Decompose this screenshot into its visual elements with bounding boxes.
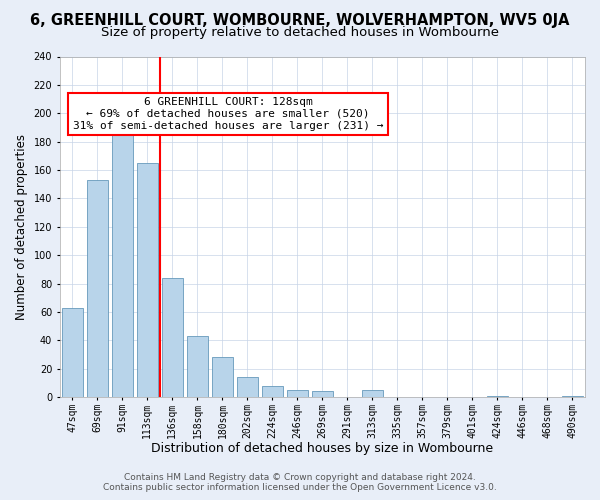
- Bar: [187, 336, 208, 397]
- Bar: [237, 377, 258, 397]
- Bar: [62, 308, 83, 397]
- Bar: [362, 390, 383, 397]
- Bar: [287, 390, 308, 397]
- Y-axis label: Number of detached properties: Number of detached properties: [15, 134, 28, 320]
- Text: Size of property relative to detached houses in Wombourne: Size of property relative to detached ho…: [101, 26, 499, 39]
- X-axis label: Distribution of detached houses by size in Wombourne: Distribution of detached houses by size …: [151, 442, 493, 455]
- Bar: [312, 392, 333, 397]
- Bar: [562, 396, 583, 397]
- Bar: [112, 124, 133, 397]
- Text: 6, GREENHILL COURT, WOMBOURNE, WOLVERHAMPTON, WV5 0JA: 6, GREENHILL COURT, WOMBOURNE, WOLVERHAM…: [30, 12, 570, 28]
- Text: 6 GREENHILL COURT: 128sqm
← 69% of detached houses are smaller (520)
31% of semi: 6 GREENHILL COURT: 128sqm ← 69% of detac…: [73, 98, 383, 130]
- Bar: [162, 278, 183, 397]
- Bar: [262, 386, 283, 397]
- Bar: [87, 180, 108, 397]
- Bar: [487, 396, 508, 397]
- Bar: [137, 163, 158, 397]
- Bar: [212, 358, 233, 397]
- Text: Contains HM Land Registry data © Crown copyright and database right 2024.
Contai: Contains HM Land Registry data © Crown c…: [103, 473, 497, 492]
